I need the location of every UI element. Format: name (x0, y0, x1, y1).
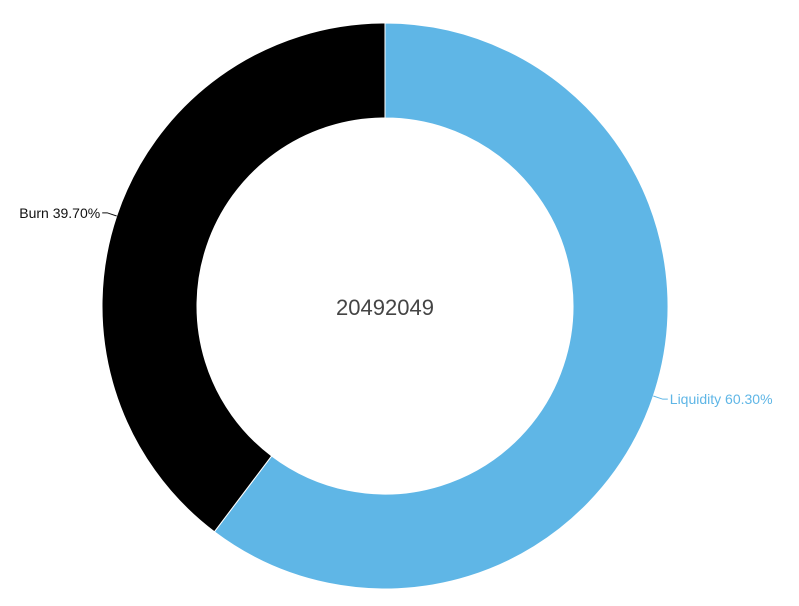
slice-label-burn: Burn 39.70% (19, 205, 100, 221)
label-leaders (102, 212, 668, 400)
leader-liquidity (653, 395, 668, 400)
slice-labels: Liquidity 60.30% Burn 39.70% (19, 205, 772, 407)
slice-label-liquidity: Liquidity 60.30% (670, 391, 773, 407)
slice-burn[interactable] (101, 22, 386, 533)
donut-slices (101, 22, 669, 590)
slice-liquidity[interactable] (213, 22, 669, 590)
leader-burn (102, 212, 117, 217)
donut-center-value: 20492049 (336, 295, 434, 320)
